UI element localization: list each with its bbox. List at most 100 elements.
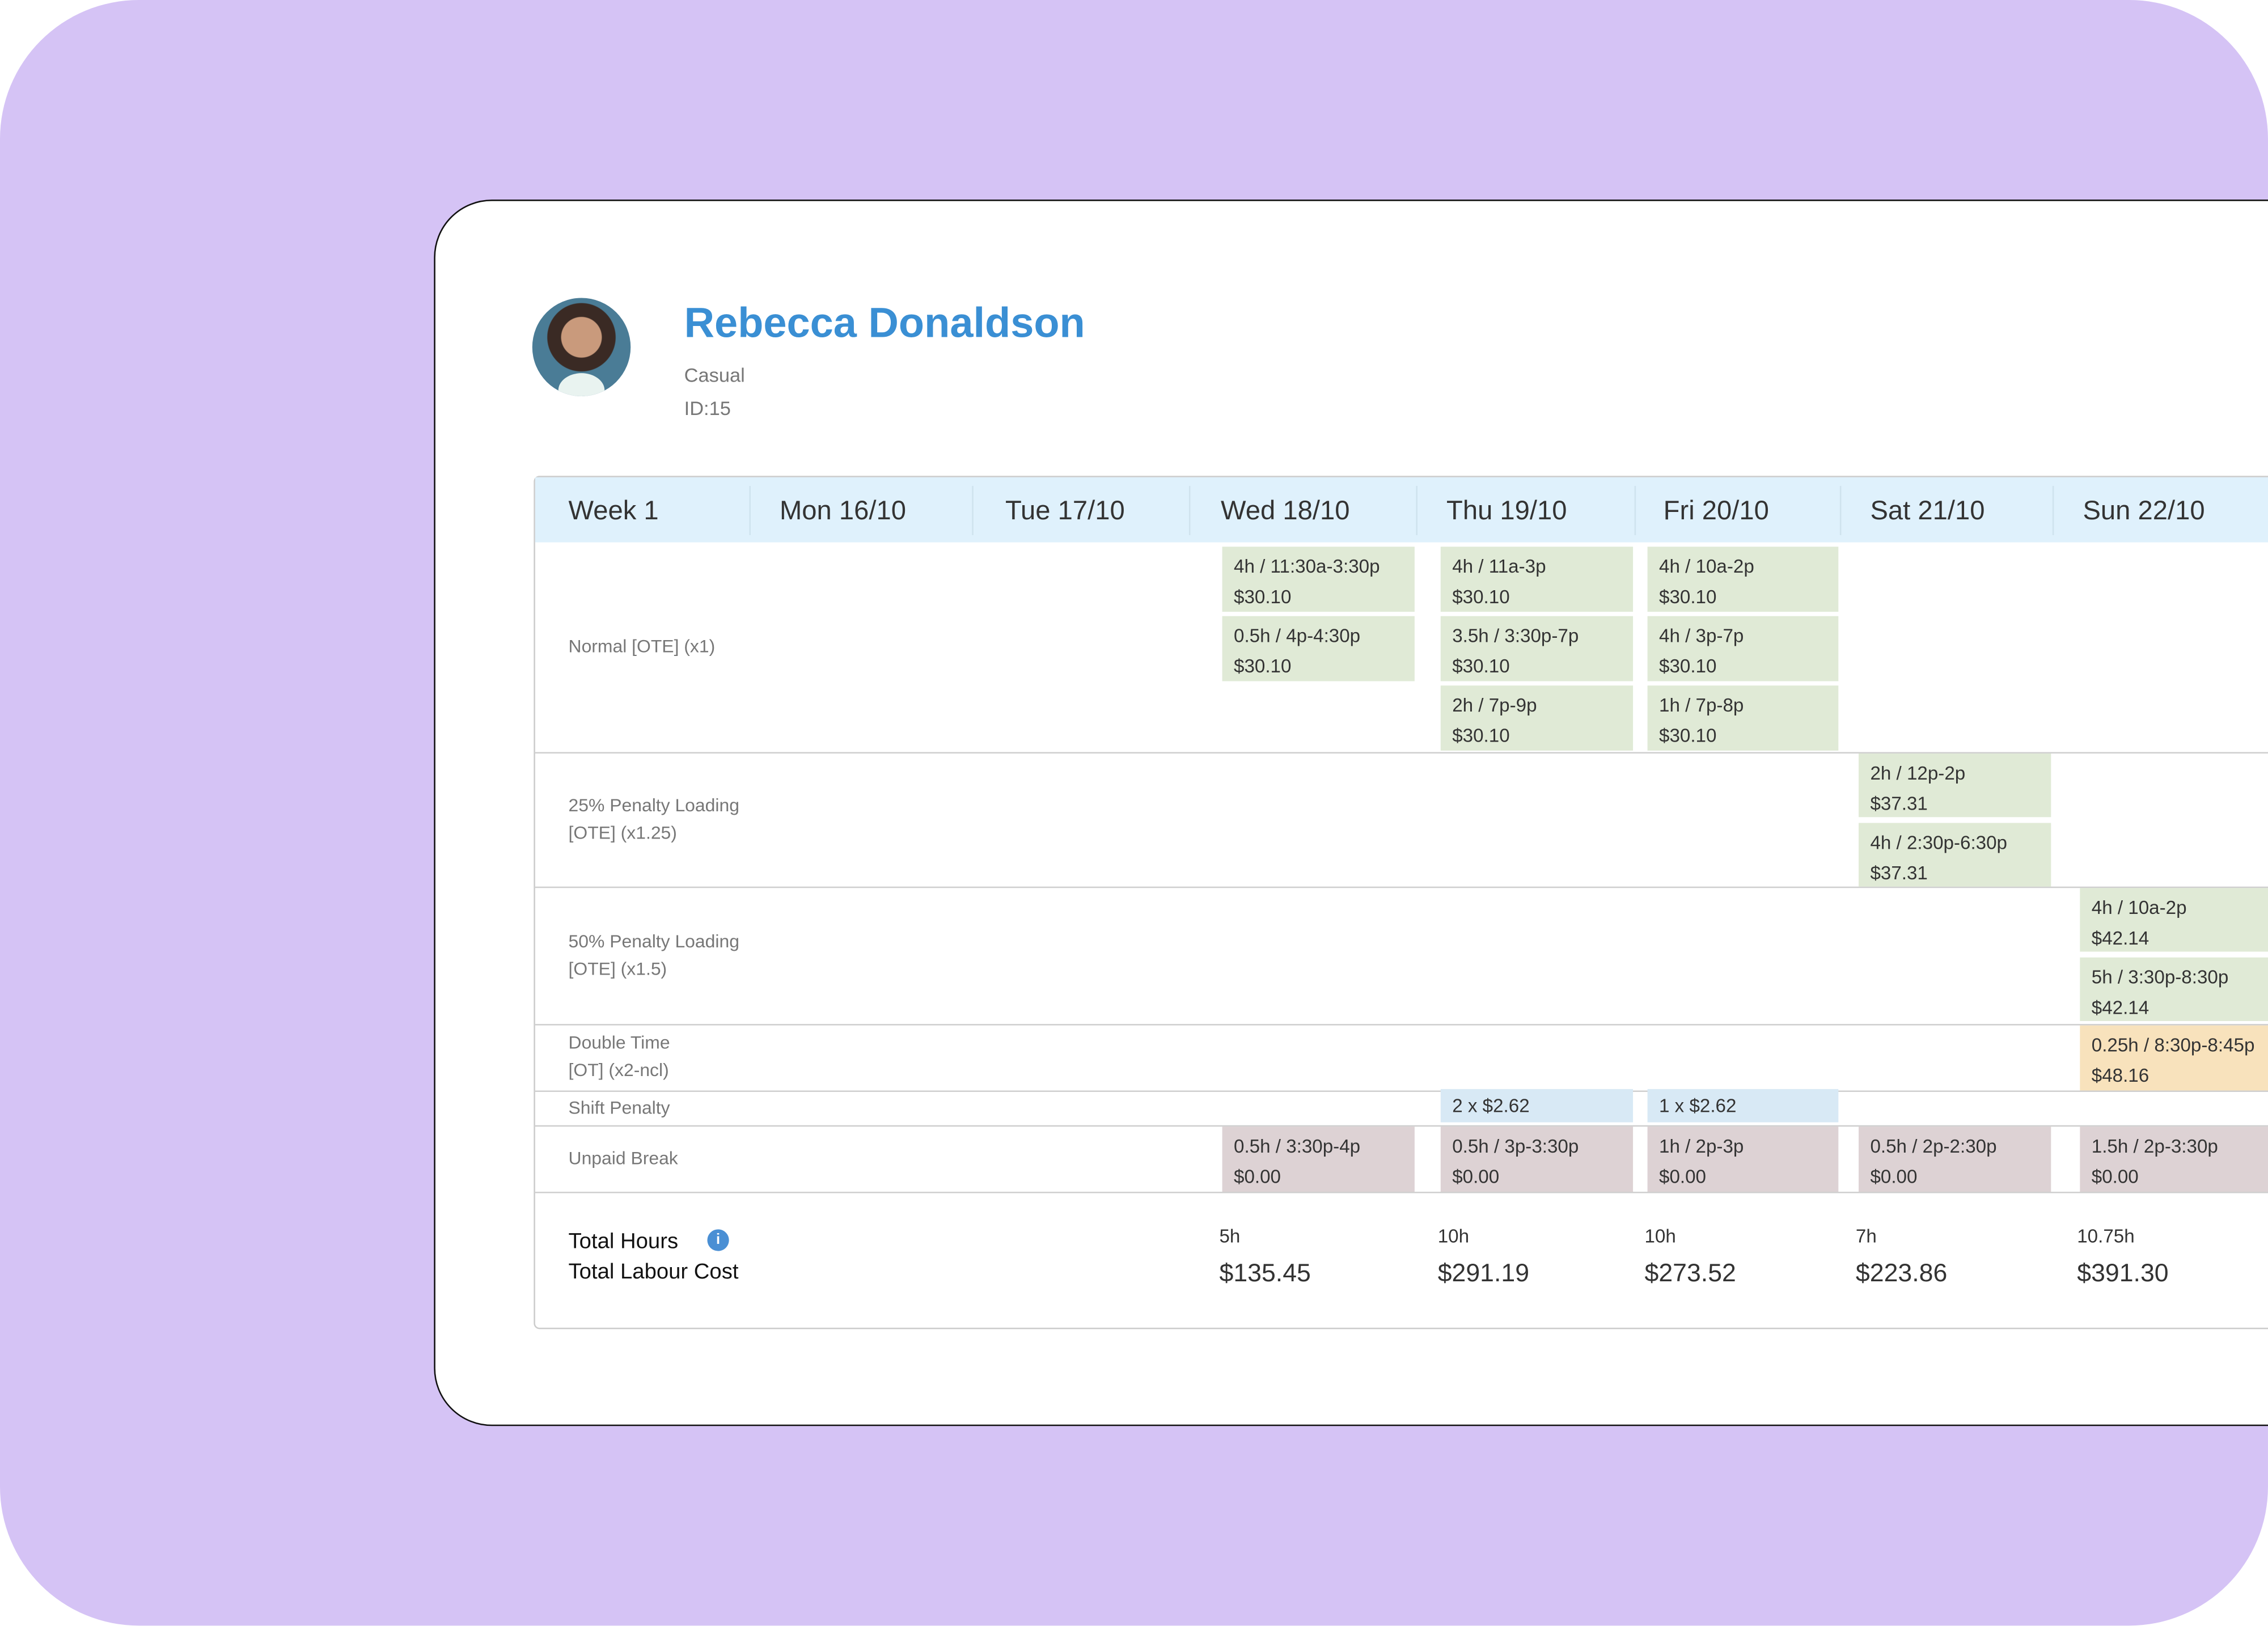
chip-time: 2 x $2.62 — [1452, 1095, 1530, 1117]
header-divider — [749, 486, 751, 535]
chip-time: 4h / 11:30a-3:30p — [1234, 555, 1380, 577]
chip-rate: $0.00 — [1234, 1166, 1281, 1188]
header-divider — [2052, 486, 2054, 535]
header-day: Sat 21/10 — [1870, 494, 1985, 526]
day-total-hours: 7h — [1855, 1225, 1877, 1247]
chip-time: 1 x $2.62 — [1658, 1095, 1737, 1117]
employee-name: Rebecca Donaldson — [684, 300, 1085, 348]
chip-time: 5h / 3:30p-8:30p — [2091, 966, 2229, 988]
header-divider — [1416, 486, 1417, 535]
chip-time: 0.5h / 3:30p-4p — [1234, 1135, 1361, 1157]
chip-rate: $42.14 — [2091, 996, 2149, 1018]
shift-chip[interactable]: 1.5h / 2p-3:30p $0.00 — [2080, 1127, 2268, 1192]
shift-chip[interactable]: 4h / 2:30p-6:30p $37.31 — [1859, 823, 2051, 887]
chip-rate: $30.10 — [1658, 655, 1717, 677]
header-divider — [1188, 486, 1191, 535]
shift-chip[interactable]: 3.5h / 3:30p-7p $30.10 — [1440, 616, 1634, 681]
chip-time: 3.5h / 3:30p-7p — [1452, 625, 1579, 647]
chip-rate: $48.16 — [2091, 1064, 2149, 1086]
header-divider — [1839, 486, 1842, 535]
header-divider — [972, 486, 974, 535]
day-total-cost: $273.52 — [1644, 1258, 1736, 1288]
chip-time: 0.5h / 3p-3:30p — [1452, 1135, 1579, 1157]
shift-chip[interactable]: 0.5h / 3:30p-4p $0.00 — [1222, 1127, 1415, 1192]
day-total-cost: $391.30 — [2077, 1258, 2169, 1288]
shift-chip[interactable]: 2h / 12p-2p $37.31 — [1859, 753, 2051, 818]
day-total-hours: 5h — [1219, 1225, 1241, 1247]
avatar — [532, 298, 631, 396]
day-total-cost: $135.45 — [1219, 1258, 1311, 1288]
chip-time: 4h / 10a-2p — [1658, 555, 1754, 577]
chip-rate: $42.14 — [2091, 927, 2149, 949]
row-divider — [535, 1090, 2268, 1093]
shift-chip[interactable]: 5h / 3:30p-8:30p $42.14 — [2080, 957, 2268, 1022]
row-label: [OTE] (x1.5) — [568, 958, 667, 979]
chip-time: 1.5h / 2p-3:30p — [2091, 1135, 2218, 1157]
shift-chip[interactable]: 0.25h / 8:30p-8:45p $48.16 — [2080, 1025, 2268, 1091]
shift-chip[interactable]: 1 x $2.62 — [1647, 1089, 1839, 1123]
employment-type: Casual — [684, 364, 745, 387]
row-label: Shift Penalty — [568, 1096, 670, 1117]
table-header — [535, 477, 2268, 543]
row-label: [OT] (x2-ncl) — [568, 1060, 669, 1081]
chip-time: 4h / 2:30p-6:30p — [1870, 831, 2008, 854]
row-label: Double Time — [568, 1032, 670, 1053]
shift-chip[interactable]: 0.5h / 3p-3:30p $0.00 — [1440, 1127, 1634, 1192]
day-total-cost: $291.19 — [1437, 1258, 1530, 1288]
shift-chip[interactable]: 1h / 7p-8p $30.10 — [1647, 685, 1839, 751]
day-total-hours: 10.75h — [2077, 1225, 2135, 1247]
chip-rate: $0.00 — [1452, 1166, 1500, 1188]
chip-time: 4h / 10a-2p — [2091, 896, 2187, 918]
chip-time: 1h / 2p-3p — [1658, 1135, 1744, 1157]
shift-chip[interactable]: 4h / 11a-3p $30.10 — [1440, 547, 1634, 612]
header-day: Thu 19/10 — [1446, 494, 1567, 526]
shift-chip[interactable]: 4h / 10a-2p $30.10 — [1647, 547, 1839, 612]
header-day: Mon 16/10 — [779, 494, 907, 526]
shift-chip[interactable]: 2h / 7p-9p $30.10 — [1440, 685, 1634, 751]
row-label: Normal [OTE] (x1) — [568, 636, 716, 657]
chip-rate: $30.10 — [1452, 586, 1510, 608]
shift-chip[interactable]: 2 x $2.62 — [1440, 1089, 1634, 1123]
shift-chip[interactable]: 4h / 11:30a-3:30p $30.10 — [1222, 547, 1415, 612]
row-divider — [535, 751, 2268, 754]
header-day: Wed 18/10 — [1221, 494, 1350, 526]
shift-chip[interactable]: 0.5h / 4p-4:30p $30.10 — [1222, 616, 1415, 681]
total-labour-cost-label: Total Labour Cost — [568, 1259, 739, 1285]
row-divider — [535, 1023, 2268, 1026]
row-label: 50% Penalty Loading — [568, 930, 739, 951]
chip-rate: $30.10 — [1658, 725, 1717, 747]
row-divider — [535, 1124, 2268, 1127]
employee-id: ID:15 — [684, 397, 731, 420]
info-icon[interactable]: i — [707, 1229, 729, 1251]
shift-chip[interactable]: 4h / 3p-7p $30.10 — [1647, 616, 1839, 681]
chip-rate: $0.00 — [1870, 1166, 1918, 1188]
chip-rate: $0.00 — [1658, 1166, 1707, 1188]
chip-rate: $0.00 — [2091, 1166, 2139, 1188]
day-total-hours: 10h — [1644, 1225, 1676, 1247]
header-day: Fri 20/10 — [1663, 494, 1769, 526]
chip-rate: $37.31 — [1870, 792, 1928, 815]
day-total-cost: $223.86 — [1855, 1258, 1948, 1288]
row-divider — [535, 886, 2268, 888]
chip-time: 0.5h / 4p-4:30p — [1234, 625, 1361, 647]
chip-time: 0.25h / 8:30p-8:45p — [2091, 1034, 2255, 1056]
chip-rate: $30.10 — [1452, 725, 1510, 747]
header-week: Week 1 — [568, 494, 659, 526]
header-divider — [1634, 486, 1636, 535]
row-label: Unpaid Break — [568, 1147, 678, 1168]
chip-time: 4h / 11a-3p — [1452, 555, 1546, 577]
chip-time: 1h / 7p-8p — [1658, 694, 1744, 716]
row-divider — [535, 1191, 2268, 1193]
chip-rate: $30.10 — [1452, 655, 1510, 677]
row-label: 25% Penalty Loading — [568, 794, 739, 815]
chip-rate: $30.10 — [1234, 655, 1292, 677]
shift-chip[interactable]: 1h / 2p-3p $0.00 — [1647, 1127, 1839, 1192]
chip-rate: $30.10 — [1658, 586, 1717, 608]
chip-time: 2h / 12p-2p — [1870, 762, 1966, 784]
total-hours-label: Total Hours — [568, 1229, 679, 1254]
shift-chip[interactable]: 4h / 10a-2p $42.14 — [2080, 888, 2268, 952]
chip-time: 0.5h / 2p-2:30p — [1870, 1135, 1997, 1157]
chip-time: 2h / 7p-9p — [1452, 694, 1537, 716]
shift-chip[interactable]: 0.5h / 2p-2:30p $0.00 — [1859, 1127, 2051, 1192]
